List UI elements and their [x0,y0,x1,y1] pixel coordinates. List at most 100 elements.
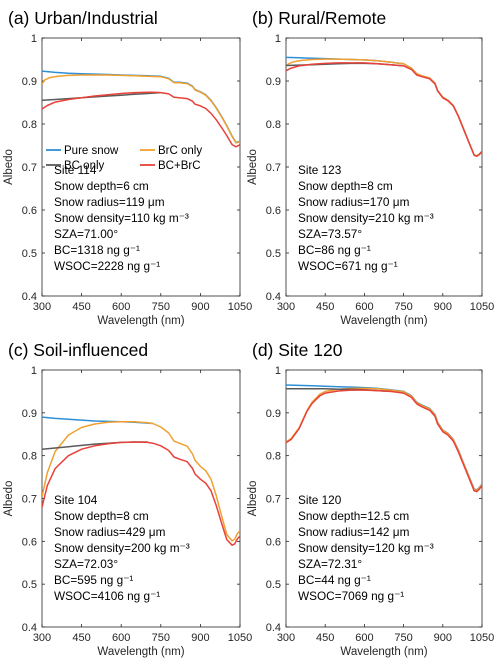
chart-panel-3: (d) Site 120 300 450 600 750 900 1050 0.4 0.5 0.6… [247,340,494,658]
site-info-line: WSOC=7069 ng g⁻¹ [298,589,404,603]
site-info-line: Snow depth=12.5 cm [298,509,409,523]
series-line-brc-only [42,74,240,144]
x-tick-label: 300 [277,301,295,313]
site-info-line: Snow radius=142 μm [298,525,410,539]
x-tick-label: 450 [316,632,334,644]
x-tick-label: 600 [355,632,373,644]
x-tick-label: 300 [277,632,295,644]
y-tick-label: 0.5 [22,579,37,591]
site-info-line: Snow radius=170 μm [298,195,410,209]
legend: Pure snow BrC only BC only BC+BrC [46,145,202,172]
y-tick-label: 0.7 [22,162,37,174]
x-axis-label: Wavelength (nm) [97,315,184,327]
y-tick-label: 0.7 [266,494,281,506]
site-info-line: BC=595 ng g⁻¹ [54,573,133,587]
x-axis-label: Wavelength (nm) [340,315,427,327]
x-tick-label: 750 [394,301,412,313]
x-tick-label: 450 [72,301,90,313]
y-tick-label: 0.8 [266,119,281,131]
site-info-line: Site 104 [54,493,98,507]
x-tick-label: 300 [33,301,51,313]
site-info-line: Snow density=120 kg m⁻³ [298,541,434,555]
x-tick-label: 600 [112,632,130,644]
y-tick-label: 0.8 [22,119,37,131]
site-info-line: WSOC=2228 ng g⁻¹ [54,259,160,273]
series-group [42,70,240,148]
chart-panel-0: (a) Urban/Industrial 300 450 600 750 900 1050 0… [3,8,252,327]
chart-panel-1: (b) Rural/Remote 300 450 600 750 900 1050 0.4 0.… [247,8,494,327]
site-info-line: Snow radius=429 μm [54,525,166,539]
y-tick-label: 1 [31,365,37,377]
series-group [42,416,240,546]
y-tick-label: 0.7 [266,162,281,174]
x-tick-label: 1050 [470,301,494,313]
y-tick-label: 0.4 [22,622,37,634]
site-info-line: SZA=72.03° [54,557,118,571]
site-info-line: WSOC=671 ng g⁻¹ [298,259,398,273]
y-tick-label: 0.6 [22,536,37,548]
y-tick-label: 1 [275,33,281,45]
y-tick-label: 0.5 [22,248,37,260]
y-axis-label: Albedo [247,149,259,185]
series-line-bc-only [42,91,161,102]
y-axis-label: Albedo [247,481,259,517]
x-tick-label: 300 [33,632,51,644]
x-tick-label: 750 [152,632,170,644]
y-tick-label: 0.8 [22,451,37,463]
y-tick-label: 0.9 [266,76,281,88]
y-axis-label: Albedo [3,149,15,185]
panel-title: (b) Rural/Remote [252,8,386,28]
x-tick-label: 450 [72,632,90,644]
series-group [286,384,482,493]
site-info-line: Snow depth=6 cm [54,179,149,193]
x-tick-label: 900 [191,301,209,313]
x-tick-label: 1050 [228,632,252,644]
plot-frame [41,37,241,297]
y-tick-label: 0.9 [266,408,281,420]
series-line-brc-only [42,421,240,542]
x-axis-label: Wavelength (nm) [340,646,427,658]
y-tick-label: 1 [275,365,281,377]
y-tick-label: 0.6 [22,205,37,217]
panel-title: (c) Soil-influenced [8,340,148,360]
plot-frame [41,369,241,628]
x-tick-label: 1050 [470,632,494,644]
y-tick-label: 1 [31,33,37,45]
legend-label: Pure snow [64,145,119,157]
series-line-bc-brc [286,389,482,493]
site-info-line: SZA=71.00° [54,227,118,241]
site-info-line: Snow radius=119 μm [54,195,165,209]
y-tick-label: 0.9 [22,408,37,420]
y-tick-label: 0.7 [22,494,37,506]
site-info-line: Snow density=210 kg m⁻³ [298,211,434,225]
site-info-line: BC=86 ng g⁻¹ [298,243,371,257]
x-tick-label: 900 [434,301,452,313]
series-group [286,56,482,158]
y-tick-label: 0.9 [22,76,37,88]
y-tick-label: 0.5 [266,579,281,591]
x-tick-label: 1050 [228,301,252,313]
site-info-line: SZA=72.31° [298,557,362,571]
plot-frame [285,37,483,297]
panel-title: (d) Site 120 [252,340,343,360]
chart-panel-2: (c) Soil-influenced 300 450 600 750 900 1050 0.… [3,340,252,658]
site-info-line: Site 123 [298,163,342,177]
site-info-line: Site 114 [54,163,97,177]
legend-label: BC+BrC [158,160,201,172]
site-info-line: Site 120 [298,493,342,507]
x-tick-label: 900 [191,632,209,644]
site-info-line: Snow depth=8 cm [54,509,149,523]
legend-label: BC only [64,160,105,172]
y-axis-label: Albedo [3,481,15,517]
site-info-line: Snow density=200 kg m⁻³ [54,541,190,555]
y-tick-label: 0.4 [266,291,281,303]
series-line-bc-brc [286,62,482,158]
x-tick-label: 900 [434,632,452,644]
site-info-line: BC=44 ng g⁻¹ [298,573,371,587]
panel-title: (a) Urban/Industrial [8,8,158,28]
site-info-line: Snow density=110 kg m⁻³ [54,211,189,225]
legend-label: BrC only [158,145,202,157]
site-info-line: Snow depth=8 cm [298,179,393,193]
x-axis-label: Wavelength (nm) [97,646,184,658]
